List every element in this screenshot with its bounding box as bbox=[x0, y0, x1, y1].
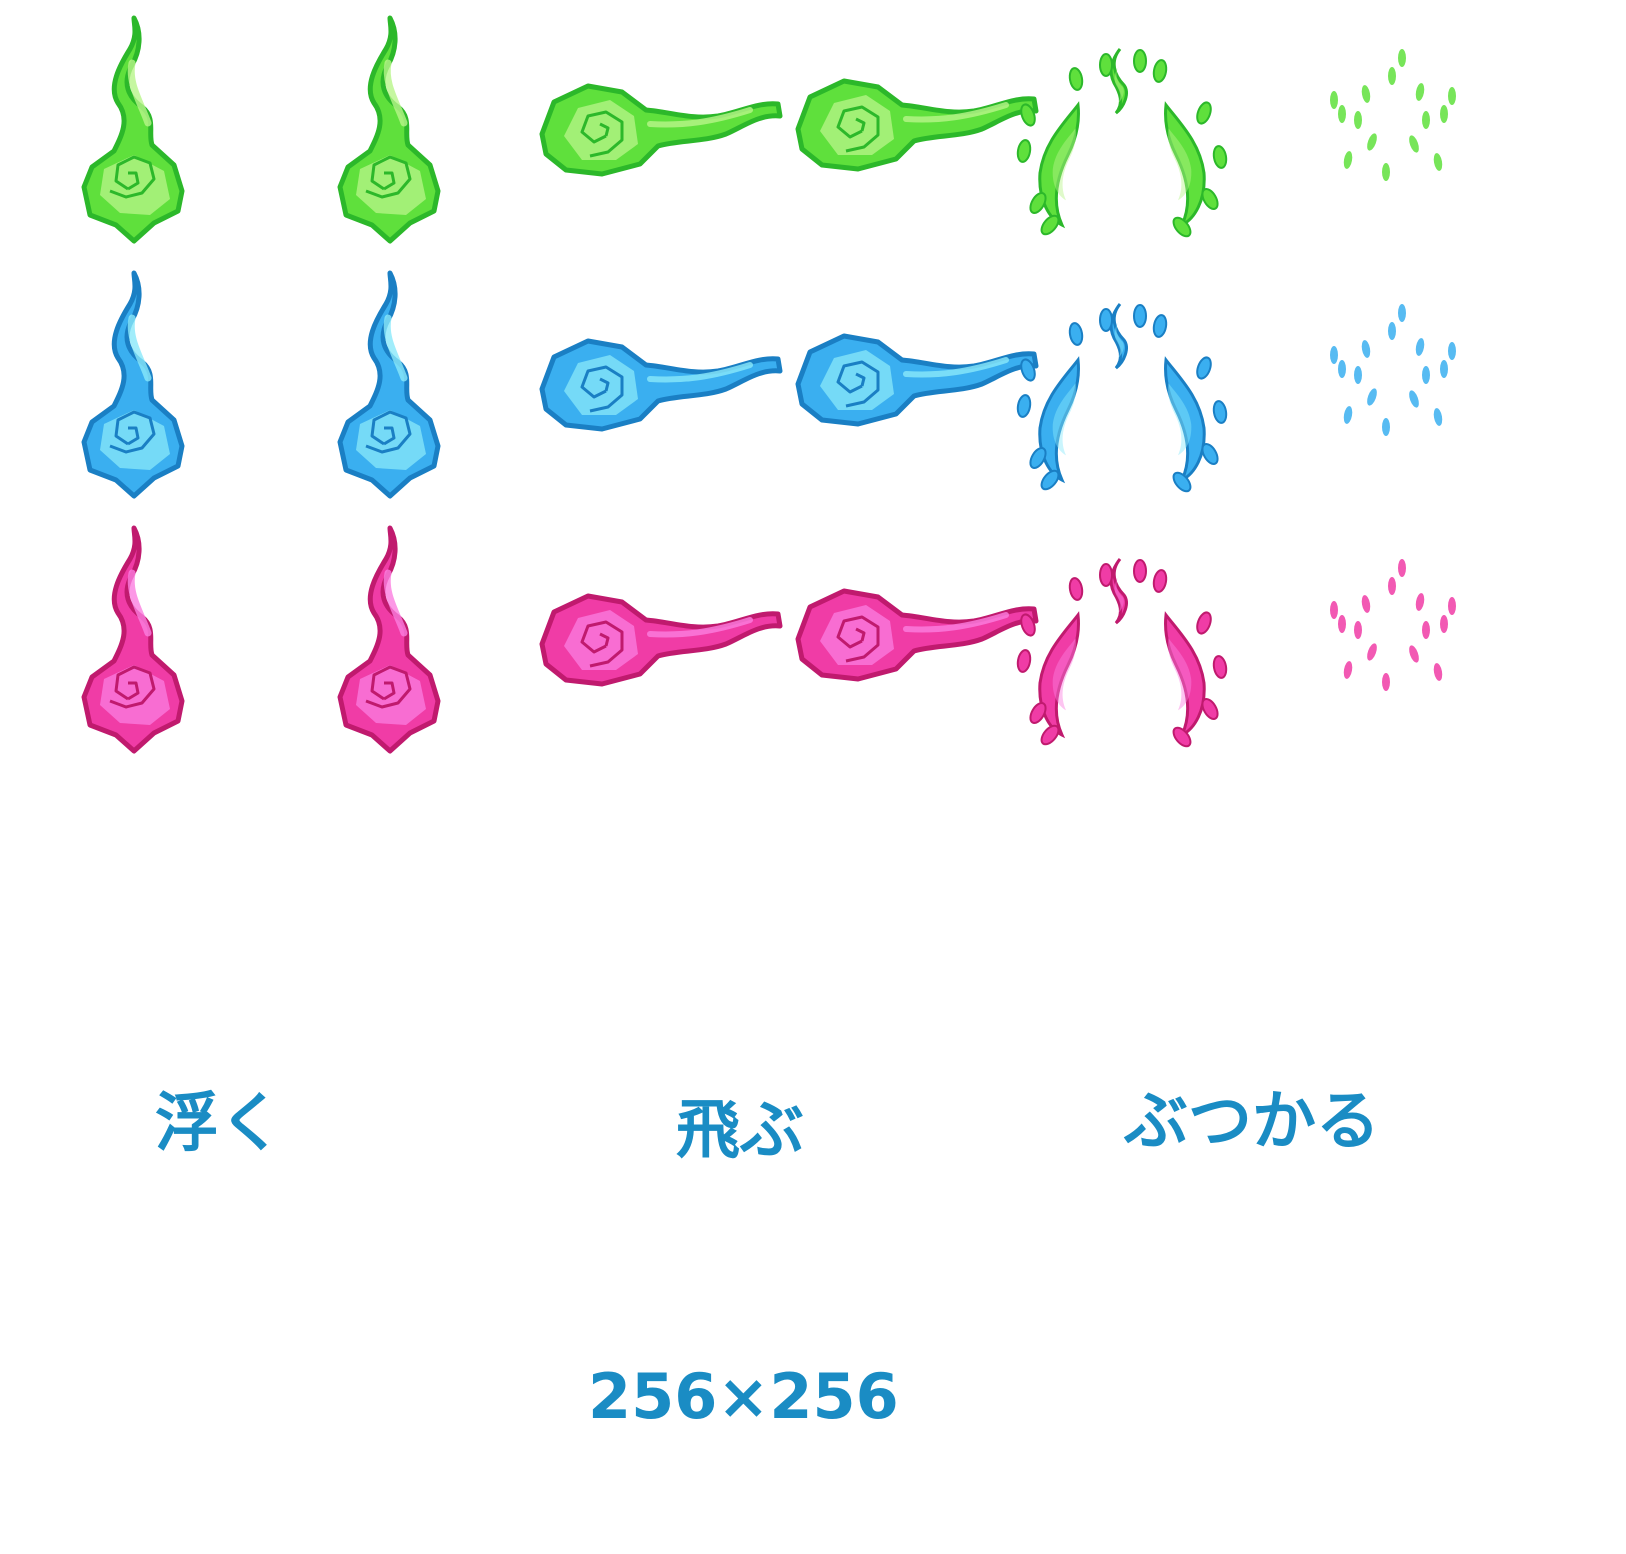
green-float-frame-1-sprite bbox=[81, 15, 185, 244]
pink-float-frame-1-sprite bbox=[81, 525, 185, 754]
label-size: 256×256 bbox=[588, 1360, 899, 1433]
pink-float-frame-2-sprite bbox=[337, 525, 441, 754]
blue-hit-frame-2-sprite bbox=[1330, 304, 1456, 436]
pink-fly-frame-2-sprite bbox=[795, 588, 1039, 682]
green-float-frame-2-sprite bbox=[337, 15, 441, 244]
green-fly-frame-2-sprite bbox=[795, 78, 1039, 172]
pink-hit-frame-1-sprite bbox=[1016, 558, 1228, 748]
blue-fly-frame-2-sprite bbox=[795, 333, 1039, 427]
label-float: 浮く bbox=[155, 1087, 283, 1161]
green-hit-frame-2-sprite bbox=[1330, 49, 1456, 181]
blue-fly-frame-1-sprite bbox=[539, 338, 783, 432]
blue-hit-frame-1-sprite bbox=[1016, 303, 1228, 493]
pink-hit-frame-2-sprite bbox=[1330, 559, 1456, 691]
green-fly-frame-1-sprite bbox=[539, 83, 783, 177]
blue-float-frame-1-sprite bbox=[81, 270, 185, 499]
green-hit-frame-1-sprite bbox=[1016, 48, 1228, 238]
label-hit: ぶつかる bbox=[1124, 1085, 1380, 1159]
label-fly: 飛ぶ bbox=[676, 1094, 804, 1168]
sprite-sheet bbox=[81, 15, 1456, 754]
blue-float-frame-2-sprite bbox=[337, 270, 441, 499]
pink-fly-frame-1-sprite bbox=[539, 593, 783, 687]
